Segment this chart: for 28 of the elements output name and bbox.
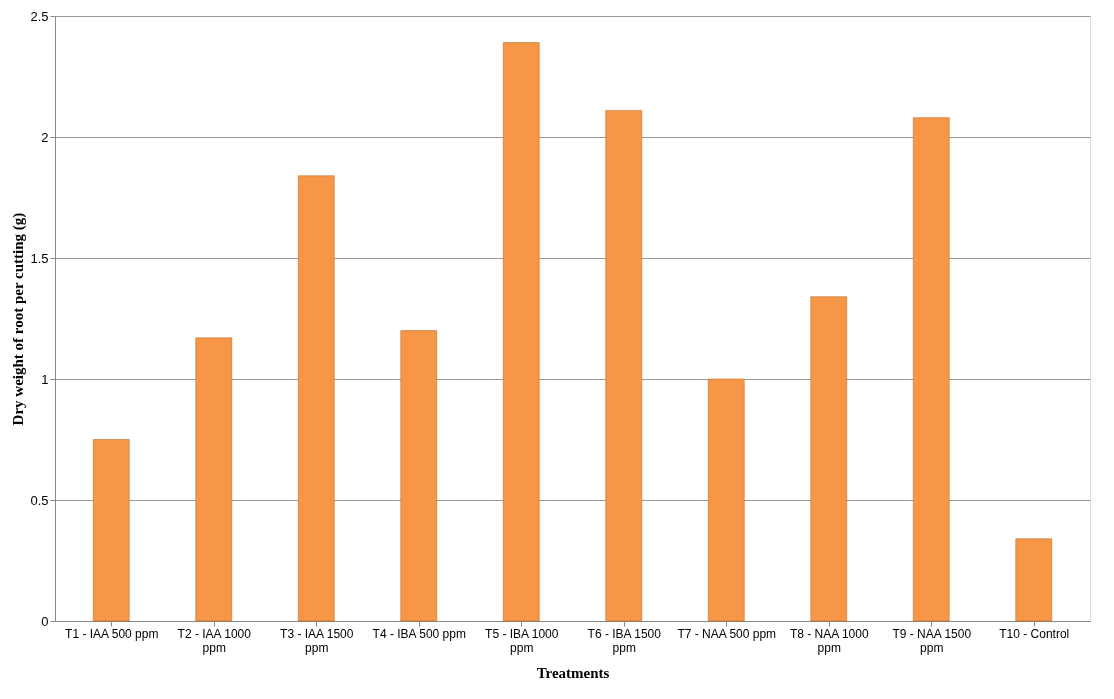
bar: [195, 337, 232, 622]
x-tick-label: T7 - NAA 500 ppm: [677, 626, 777, 641]
x-tick-label: T3 - IAA 1500 ppm: [280, 626, 354, 655]
y-tick-label: 1.5: [30, 250, 49, 266]
bar: [605, 110, 642, 622]
x-tick-label: T9 - NAA 1500 ppm: [892, 626, 972, 655]
bar: [1015, 538, 1052, 622]
x-tick-label: T4 - IBA 500 ppm: [372, 626, 466, 641]
y-tick-label: 1: [41, 371, 49, 387]
y-tick-label: 0: [41, 613, 49, 629]
x-tick-label: T8 - NAA 1000 ppm: [789, 626, 869, 655]
y-axis-title: Dry weight of root per cutting (g): [10, 212, 28, 426]
bar: [503, 42, 540, 622]
x-tick-label: T2 - IAA 1000 ppm: [177, 626, 252, 655]
x-axis-title: Treatments: [536, 664, 610, 681]
bar: [810, 296, 847, 622]
x-tick-label: T6 - IBA 1500 ppm: [587, 626, 662, 655]
x-tick-label: T1 - IAA 500 ppm: [65, 626, 159, 641]
y-tick-label: 0.5: [30, 492, 49, 508]
y-tick-label: 2: [41, 129, 49, 145]
bar: [913, 117, 950, 622]
x-tick-label: T5 - IBA 1000 ppm: [485, 626, 559, 655]
bar: [708, 378, 745, 622]
x-tick-label: T10 - Control: [999, 626, 1070, 641]
bar: [400, 330, 437, 622]
bar: [298, 175, 335, 622]
bar: [93, 439, 130, 622]
y-tick-label: 2.5: [30, 8, 49, 24]
